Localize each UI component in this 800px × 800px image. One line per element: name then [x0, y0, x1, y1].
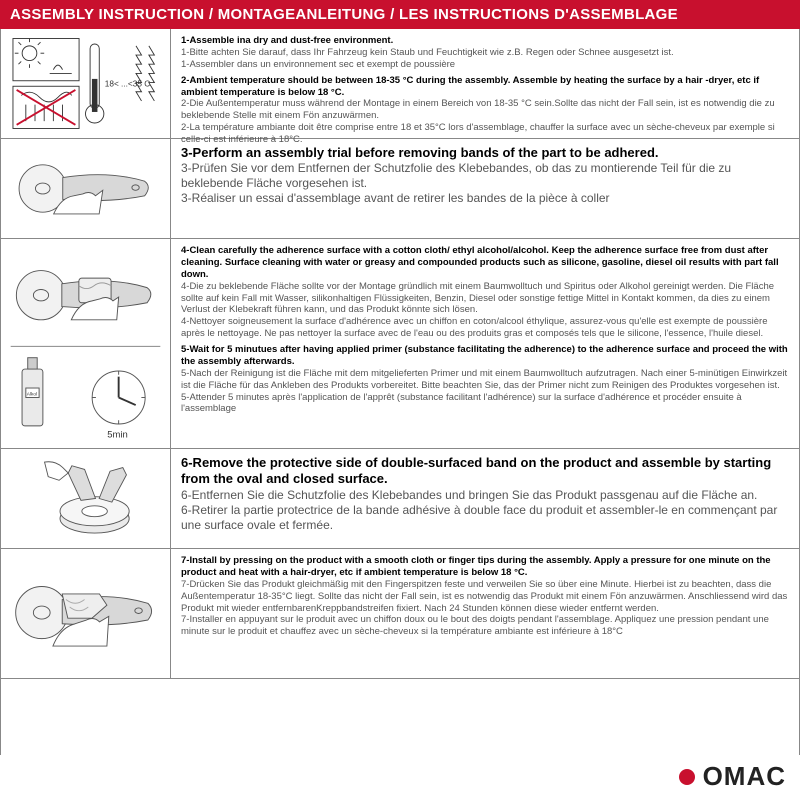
step-7-lead: 7-Install by pressing on the product wit…	[181, 555, 771, 578]
row-1: 18< ...<35 C 1-Assemble ina dry and dust…	[1, 29, 799, 139]
step-2-lead: 2-Ambient temperature should be between …	[181, 75, 759, 98]
illus-press	[1, 549, 171, 678]
brand-dot-icon	[679, 769, 695, 785]
step-4-lead: 4-Clean carefully the adherence surface …	[181, 245, 779, 280]
step-3-lead: 3-Perform an assembly trial before remov…	[181, 145, 659, 160]
step-4-fr: 4-Nettoyer soigneusement la surface d'ad…	[181, 316, 767, 339]
row-3: Alkol 5min 4-Clean carefully the adheren…	[1, 239, 799, 449]
illus-environment: 18< ...<35 C	[1, 29, 171, 138]
step-3-de: 3-Prüfen Sie vor dem Entfernen der Schut…	[181, 161, 731, 190]
step-4-de: 4-Die zu beklebende Fläche sollte vor de…	[181, 281, 774, 316]
instruction-sheet: ASSEMBLY INSTRUCTION / MONTAGEANLEITUNG …	[0, 0, 800, 800]
step-5-fr: 5-Attender 5 minutes après l'application…	[181, 392, 742, 415]
header-bar: ASSEMBLY INSTRUCTION / MONTAGEANLEITUNG …	[0, 0, 800, 29]
row-2: 3-Perform an assembly trial before remov…	[1, 139, 799, 239]
step-5-de: 5-Nach der Reinigung ist die Fläche mit …	[181, 368, 787, 391]
header-title: ASSEMBLY INSTRUCTION / MONTAGEANLEITUNG …	[10, 6, 678, 23]
row-5: 7-Install by pressing on the product wit…	[1, 549, 799, 679]
svg-text:Alkol: Alkol	[27, 392, 37, 398]
illus-peel	[1, 449, 171, 548]
text-4: 6-Remove the protective side of double-s…	[171, 449, 799, 548]
step-3: 3-Perform an assembly trial before remov…	[181, 145, 789, 206]
step-5: 5-Wait for 5 minutues after having appli…	[181, 344, 789, 415]
step-1-lead: 1-Assemble ina dry and dust-free environ…	[181, 35, 393, 46]
step-7: 7-Install by pressing on the product wit…	[181, 555, 789, 638]
step-4: 4-Clean carefully the adherence surface …	[181, 245, 789, 340]
step-2: 2-Ambient temperature should be between …	[181, 75, 789, 146]
step-1-de: 1-Bitte achten Sie darauf, dass Ihr Fahr…	[181, 47, 674, 58]
text-3: 4-Clean carefully the adherence surface …	[171, 239, 799, 448]
step-1: 1-Assemble ina dry and dust-free environ…	[181, 35, 789, 71]
step-2-de: 2-Die Außentemperatur muss während der M…	[181, 98, 775, 121]
step-3-fr: 3-Réaliser un essai d'assemblage avant d…	[181, 191, 610, 205]
step-5-lead: 5-Wait for 5 minutues after having appli…	[181, 344, 788, 367]
step-6: 6-Remove the protective side of double-s…	[181, 455, 789, 533]
text-1: 1-Assemble ina dry and dust-free environ…	[171, 29, 799, 138]
step-1-fr: 1-Assembler dans un environnement sec et…	[181, 59, 455, 70]
svg-text:18< ...<35 C: 18< ...<35 C	[105, 79, 150, 88]
rows-container: 18< ...<35 C 1-Assemble ina dry and dust…	[0, 29, 800, 755]
step-7-fr: 7-Installer en appuyant sur le produit a…	[181, 614, 769, 637]
text-2: 3-Perform an assembly trial before remov…	[171, 139, 799, 238]
step-7-de: 7-Drücken Sie das Produkt gleichmäßig mi…	[181, 579, 787, 614]
footer: OMAC	[0, 755, 800, 800]
illus-clean-wait: Alkol 5min	[1, 239, 171, 448]
row-4: 6-Remove the protective side of double-s…	[1, 449, 799, 549]
step-6-lead: 6-Remove the protective side of double-s…	[181, 455, 771, 486]
text-5: 7-Install by pressing on the product wit…	[171, 549, 799, 678]
step-6-fr: 6-Retirer la partie protectrice de la ba…	[181, 503, 777, 532]
svg-text:5min: 5min	[107, 429, 128, 440]
brand-name: OMAC	[703, 761, 786, 792]
illus-handle-trial	[1, 139, 171, 238]
step-6-de: 6-Entfernen Sie die Schutzfolie des Kleb…	[181, 488, 757, 502]
